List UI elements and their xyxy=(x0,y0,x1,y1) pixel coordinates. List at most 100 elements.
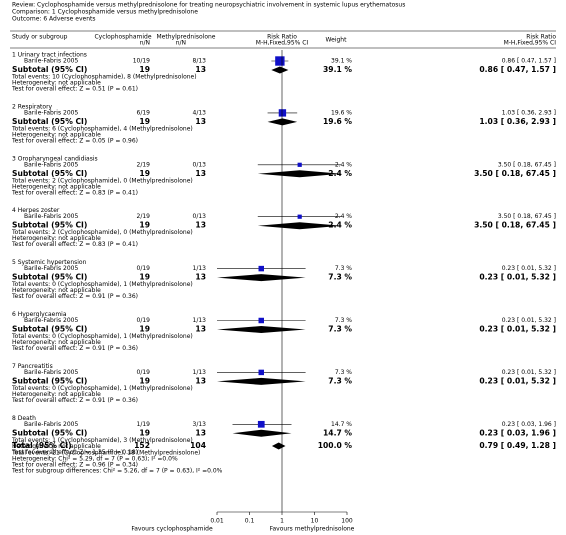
study-exp: 0/19 xyxy=(137,265,151,272)
note: Total events: 21 (Cyclophosphamide), 18 … xyxy=(11,450,200,457)
study-weight: 7.3 % xyxy=(335,369,352,376)
note: Heterogeneity: Chi² = 5.29, df = 7 (P = … xyxy=(12,456,178,463)
study-name: Barile-Fabris 2005 xyxy=(24,109,78,116)
study-square xyxy=(278,109,287,117)
note: Test for overall effect: Z = 0.91 (P = 0… xyxy=(11,397,138,404)
summary-exp: 19 xyxy=(139,325,150,334)
summary-weight: 14.7 % xyxy=(323,428,352,437)
summary-diamond xyxy=(217,274,306,282)
summary-rr: 0.79 [ 0.49, 1.28 ] xyxy=(479,441,556,450)
summary-diamond xyxy=(267,118,298,126)
summary-exp: 152 xyxy=(134,441,150,450)
study-square xyxy=(275,56,285,66)
x-tick-label: 1 xyxy=(280,518,284,525)
study-exp: 2/19 xyxy=(137,161,151,168)
summary-label: Subtotal (95% CI) xyxy=(12,65,87,74)
summary-diamond xyxy=(217,326,306,333)
summary-rr: 1.03 [ 0.36, 2.93 ] xyxy=(479,117,556,126)
col-ctrl-sub: n/N xyxy=(176,40,186,47)
subgroup-title: 6 Hyperglycaemia xyxy=(12,311,67,318)
study-square xyxy=(258,369,264,376)
study-ctrl: 1/13 xyxy=(193,265,207,272)
col-exp: Cyclophosphamide xyxy=(94,34,151,41)
note: Total events: 0 (Cyclophosphamide), 1 (M… xyxy=(11,385,193,392)
study-weight: 19.6 % xyxy=(331,109,352,116)
summary-rr: 0.23 [ 0.01, 5.32 ] xyxy=(479,376,556,385)
note: Total events: 0 (Cyclophosphamide), 1 (M… xyxy=(11,333,193,340)
study-exp: 0/19 xyxy=(137,369,151,376)
review: Review: Cyclophosphamide versus methylpr… xyxy=(12,2,405,9)
subgroup-title: 1 Urinary tract infections xyxy=(12,52,87,59)
col-weight: Weight xyxy=(326,37,348,44)
study-weight: 2.4 % xyxy=(335,213,352,220)
summary-weight: 39.1 % xyxy=(323,65,352,74)
study-exp: 1/19 xyxy=(137,421,151,428)
summary-rr: 0.23 [ 0.01, 5.32 ] xyxy=(479,273,556,282)
outcome: Outcome: 6 Adverse events xyxy=(12,16,96,23)
subgroup-title: 3 Oropharyngeal candidiasis xyxy=(12,155,98,162)
note: Heterogeneity: not applicable xyxy=(12,131,101,138)
study-name: Barile-Fabris 2005 xyxy=(24,265,78,272)
study-ctrl: 8/13 xyxy=(193,58,207,65)
note: Test for subgroup differences: Chi² = 5.… xyxy=(11,468,223,475)
summary-label: Subtotal (95% CI) xyxy=(12,221,87,230)
note: Test for overall effect: Z = 0.83 (P = 0… xyxy=(11,189,138,196)
study-name: Barile-Fabris 2005 xyxy=(24,161,78,168)
summary-exp: 19 xyxy=(139,221,150,230)
note: Test for overall effect: Z = 0.51 (P = 0… xyxy=(11,86,138,93)
study-weight: 7.3 % xyxy=(335,265,352,272)
study-square xyxy=(258,317,264,324)
summary-weight: 2.4 % xyxy=(328,221,352,230)
study-weight: 7.3 % xyxy=(335,317,352,324)
favours-left: Favours cyclophosphamide xyxy=(131,526,213,533)
note: Test for overall effect: Z = 0.05 (P = 0… xyxy=(11,137,138,144)
summary-ctrl: 13 xyxy=(195,169,206,178)
summary-weight: 19.6 % xyxy=(323,117,352,126)
col-ctrl: Methylprednisolone xyxy=(157,34,216,41)
summary-ctrl: 13 xyxy=(195,117,206,126)
comparison: Comparison: 1 Cyclophosphamide versus me… xyxy=(12,9,198,16)
note: Heterogeneity: not applicable xyxy=(12,391,101,398)
summary-rr: 3.50 [ 0.18, 67.45 ] xyxy=(474,221,556,230)
summary-diamond xyxy=(271,442,286,450)
study-rr: 0.23 [ 0.01, 5.32 ] xyxy=(502,265,556,272)
summary-label: Subtotal (95% CI) xyxy=(12,376,87,385)
summary-exp: 19 xyxy=(139,117,150,126)
study-exp: 2/19 xyxy=(137,213,151,220)
study-exp: 10/19 xyxy=(133,58,150,65)
summary-rr: 0.23 [ 0.03, 1.96 ] xyxy=(479,428,556,437)
note: Test for overall effect: Z = 0.91 (P = 0… xyxy=(11,345,138,352)
note: Heterogeneity: not applicable xyxy=(12,235,101,242)
note: Test for overall effect: Z = 0.96 (P = 0… xyxy=(11,462,138,469)
x-tick-label: 100 xyxy=(341,518,353,525)
summary-label: Subtotal (95% CI) xyxy=(12,169,87,178)
study-square xyxy=(297,162,302,167)
note: Test for overall effect: Z = 1.35 (P = 0… xyxy=(11,449,138,456)
summary-label: Subtotal (95% CI) xyxy=(12,117,87,126)
study-name: Barile-Fabris 2005 xyxy=(24,58,78,65)
col-rr: Risk Ratio xyxy=(526,34,556,41)
summary-label: Total (95% CI) xyxy=(12,441,72,450)
note: Heterogeneity: not applicable xyxy=(12,287,101,294)
summary-ctrl: 13 xyxy=(195,65,206,74)
summary-ctrl: 13 xyxy=(195,221,206,230)
study-exp: 6/19 xyxy=(137,109,151,116)
summary-diamond xyxy=(257,222,342,230)
summary-rr: 0.86 [ 0.47, 1.57 ] xyxy=(479,65,556,74)
col-exp-sub: n/N xyxy=(140,40,150,47)
study-rr: 0.23 [ 0.01, 5.32 ] xyxy=(502,369,556,376)
note: Test for overall effect: Z = 0.91 (P = 0… xyxy=(11,293,138,300)
summary-weight: 7.3 % xyxy=(328,325,352,334)
study-rr: 0.23 [ 0.01, 5.32 ] xyxy=(502,317,556,324)
summary-exp: 19 xyxy=(139,273,150,282)
summary-label: Subtotal (95% CI) xyxy=(12,273,87,282)
summary-rr: 0.23 [ 0.01, 5.32 ] xyxy=(479,325,556,334)
summary-rr: 3.50 [ 0.18, 67.45 ] xyxy=(474,169,556,178)
x-tick-label: 0.1 xyxy=(245,518,255,525)
summary-ctrl: 13 xyxy=(195,376,206,385)
note: Heterogeneity: not applicable xyxy=(12,183,101,190)
x-tick-label: 0.01 xyxy=(210,518,224,525)
summary-diamond xyxy=(257,170,342,178)
study-ctrl: 0/13 xyxy=(193,213,207,220)
summary-ctrl: 13 xyxy=(195,325,206,334)
